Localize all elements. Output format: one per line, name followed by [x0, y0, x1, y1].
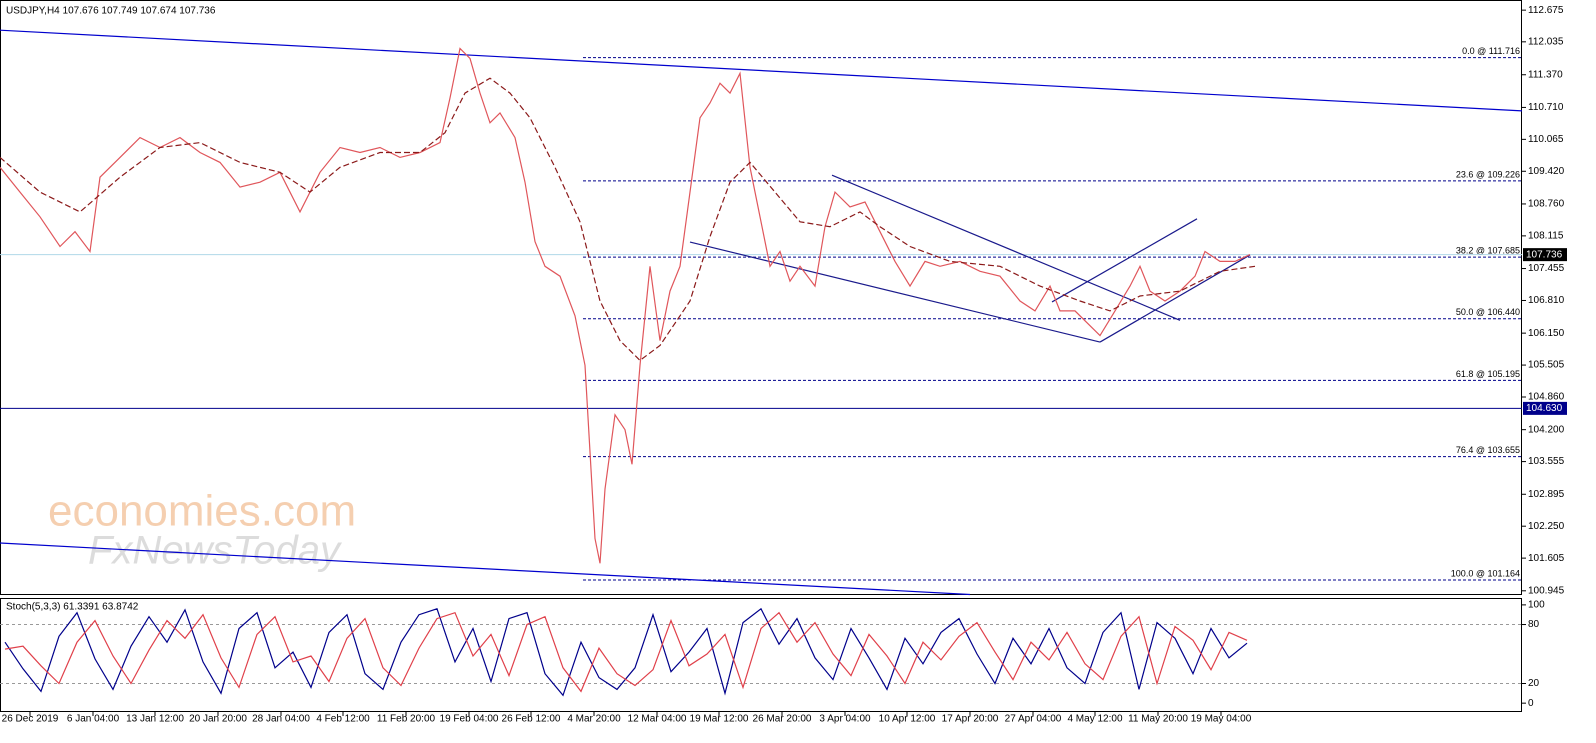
y-tick-label: 107.455: [1528, 263, 1565, 274]
panel-frame: [0, 0, 1522, 595]
fib-label: 76.4 @ 103.655: [1456, 445, 1520, 455]
y-tick-label: 111.370: [1528, 69, 1563, 80]
y-tick-label: 80: [1528, 619, 1540, 630]
trendline: [0, 29, 1523, 112]
y-tick-label: 108.115: [1528, 231, 1564, 242]
price-box: [1523, 401, 1567, 415]
trendline: [831, 174, 1181, 321]
header: USDJPY,H4 107.676 107.749 107.674 107.73…: [6, 6, 216, 17]
y-tick-label: 100: [1528, 600, 1545, 611]
x-tick-label: 13 Jan 12:00: [126, 714, 184, 725]
y-tick-label: 0: [1528, 698, 1534, 709]
trendline: [1051, 218, 1198, 303]
y-tick-label: 106.810: [1528, 295, 1565, 306]
x-tick-label: 11 May 20:00: [1128, 714, 1188, 725]
price-box-label: 107.736: [1526, 249, 1563, 260]
series-line: [0, 77, 1256, 362]
x-tick-label: 17 Apr 20:00: [942, 714, 999, 725]
x-tick-label: 20 Jan 20:00: [189, 714, 247, 725]
y-tick-label: 112.675: [1528, 5, 1564, 16]
x-tick-label: 19 Mar 12:00: [690, 714, 749, 725]
panel-frame: [0, 598, 1522, 712]
x-tick-label: 26 Feb 12:00: [502, 714, 561, 725]
trendline: [689, 241, 1101, 343]
y-tick-label: 102.895: [1528, 489, 1565, 500]
series-line: [4, 611, 1248, 693]
fib-label: 50.0 @ 106.440: [1456, 307, 1520, 317]
x-tick-label: 27 Apr 04:00: [1005, 714, 1062, 725]
x-tick-label: 19 Feb 04:00: [440, 714, 499, 725]
x-tick-label: 6 Jan 04:00: [67, 714, 120, 725]
trendline: [0, 542, 971, 596]
y-tick-label: 101.605: [1528, 553, 1565, 564]
x-tick-label: 11 Feb 20:00: [377, 714, 436, 725]
y-tick-label: 109.420: [1528, 166, 1565, 177]
watermark: FxNewsToday: [88, 529, 343, 573]
panel-title: Stoch(5,3,3) 61.3391 63.8742: [6, 602, 139, 613]
x-tick-label: 26 Mar 20:00: [753, 714, 812, 725]
fib-label: 0.0 @ 111.716: [1462, 46, 1520, 56]
fib-label: 38.2 @ 107.685: [1456, 246, 1520, 256]
y-tick-label: 100.945: [1528, 585, 1565, 596]
x-tick-label: 4 Feb 12:00: [316, 714, 370, 725]
y-tick-label: 102.250: [1528, 521, 1565, 532]
y-tick-label: 104.860: [1528, 392, 1565, 403]
fib-label: 23.6 @ 109.226: [1456, 169, 1520, 179]
x-tick-label: 26 Dec 2019: [2, 714, 59, 725]
x-tick-label: 3 Apr 04:00: [819, 714, 871, 725]
y-tick-label: 104.200: [1528, 424, 1565, 435]
x-tick-label: 19 May 04:00: [1191, 714, 1252, 725]
y-tick-label: 105.505: [1528, 360, 1565, 371]
y-tick-label: 103.555: [1528, 456, 1565, 467]
watermark: economies.com: [48, 487, 356, 536]
x-tick-label: 10 Apr 12:00: [879, 714, 936, 725]
fib-label: 100.0 @ 101.164: [1451, 568, 1520, 578]
y-tick-label: 110.710: [1528, 102, 1564, 113]
x-tick-label: 12 Mar 04:00: [628, 714, 687, 725]
y-tick-label: 112.035: [1528, 36, 1564, 47]
y-tick-label: 108.760: [1528, 199, 1565, 210]
series-line: [4, 607, 1248, 697]
price-box-label: 104.630: [1526, 403, 1563, 414]
fib-label: 61.8 @ 105.195: [1456, 369, 1520, 379]
x-tick-label: 28 Jan 04:00: [252, 714, 310, 725]
trendline: [1099, 254, 1251, 343]
x-tick-label: 4 May 12:00: [1067, 714, 1122, 725]
x-tick-label: 4 Mar 20:00: [567, 714, 621, 725]
y-tick-label: 20: [1528, 678, 1540, 689]
price-box: [1523, 248, 1567, 262]
y-tick-label: 110.065: [1528, 134, 1564, 145]
y-tick-label: 106.150: [1528, 328, 1565, 339]
